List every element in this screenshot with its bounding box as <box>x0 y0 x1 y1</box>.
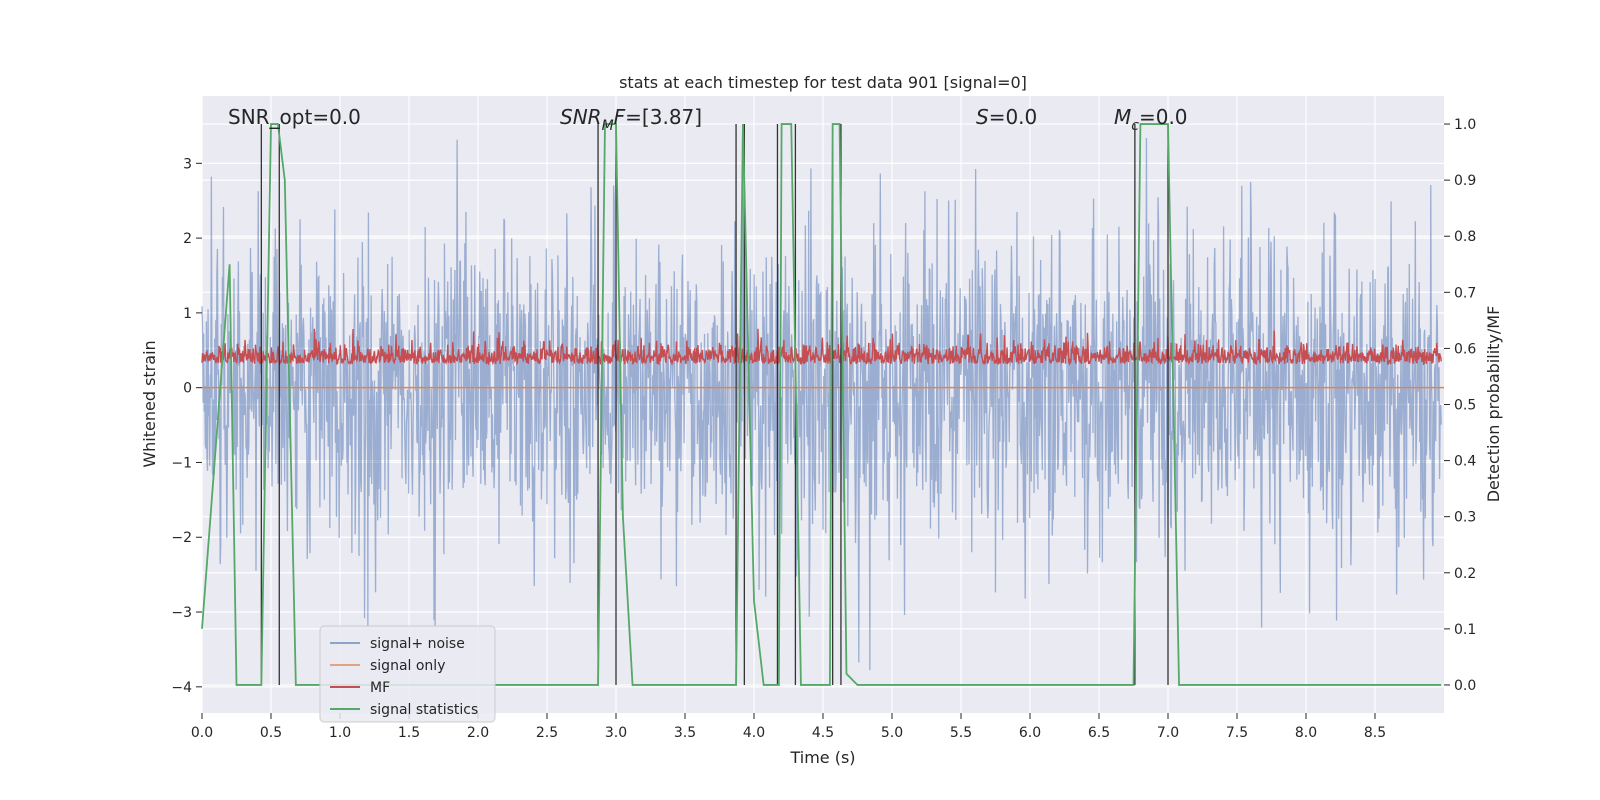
y-tick-label: −2 <box>171 530 192 546</box>
y-tick-label: −3 <box>171 605 192 621</box>
legend-label: MF <box>370 680 390 696</box>
legend-items: signal+ noise signal only MF signal statist… <box>330 636 478 718</box>
annotation-mc-sub: c <box>1131 118 1139 134</box>
x-tick-label: 8.5 <box>1364 725 1386 741</box>
signal-noise-series <box>201 137 1442 671</box>
annotation-mc: Mc=0.0 <box>1114 105 1188 134</box>
x-tick-label: 2.5 <box>536 725 558 741</box>
x-tick-label: 2.0 <box>467 725 489 741</box>
x-tick-label: 1.0 <box>329 725 351 741</box>
y2-tick-label: 0.7 <box>1454 285 1476 301</box>
y-axis-ticks: −4 −3 −2 −1 0 1 2 3 <box>171 156 202 696</box>
annotation-snr-opt: SNR_opt=0.0 <box>228 105 361 129</box>
y2-tick-label: 0.1 <box>1454 622 1476 638</box>
annotation-snr-mf-sub: M <box>602 118 614 134</box>
x-tick-label: 6.5 <box>1088 725 1110 741</box>
signal-statistics-series <box>201 123 1442 686</box>
annotation-s: S=0.0 <box>976 105 1037 129</box>
annotation-s-italic: S <box>976 105 989 129</box>
y-tick-label: 3 <box>183 156 192 172</box>
annotation-s-value: =0.0 <box>989 105 1038 129</box>
annotation-snr-mf-value: =[3.87] <box>625 105 702 129</box>
x-axis-label: Time (s) <box>789 748 855 767</box>
legend: signal+ noise signal only MF signal statist… <box>319 625 496 723</box>
signal-statistics-line <box>201 123 1442 686</box>
annotation-snr-mf: SNRMF=[3.87] <box>560 105 702 134</box>
y2-tick-label: 0.2 <box>1454 566 1476 582</box>
x-tick-label: 7.0 <box>1157 725 1179 741</box>
annotation-mc-base: M <box>1114 105 1131 129</box>
y-tick-label: 1 <box>183 306 192 322</box>
y2-tick-label: 0.9 <box>1454 173 1476 189</box>
mf-line <box>201 328 1442 367</box>
y2-axis-ticks: 0.0 0.1 0.2 0.3 0.4 0.5 0.6 0.7 0.8 0.9 1.0 <box>1444 117 1476 694</box>
legend-label: signal+ noise <box>370 636 465 652</box>
y2-tick-label: 0.5 <box>1454 398 1476 414</box>
x-tick-label: 6.0 <box>1019 725 1041 741</box>
annotation-mc-value: =0.0 <box>1139 105 1188 129</box>
x-tick-label: 5.0 <box>881 725 903 741</box>
y-axis-label: Whitened strain <box>140 340 159 467</box>
legend-label: signal statistics <box>370 702 478 718</box>
y2-tick-label: 0.4 <box>1454 454 1476 470</box>
x-tick-label: 3.0 <box>605 725 627 741</box>
chart-title: stats at each timestep for test data 901… <box>619 73 1027 92</box>
x-tick-label: 1.5 <box>398 725 420 741</box>
legend-box <box>319 625 496 723</box>
y2-tick-label: 1.0 <box>1454 117 1476 133</box>
signal-noise-line <box>201 137 1442 671</box>
x-tick-label: 0.0 <box>191 725 213 741</box>
annotation-snr-mf-base: SNR <box>560 105 602 129</box>
y-tick-label: 2 <box>183 231 192 247</box>
x-tick-label: 8.0 <box>1295 725 1317 741</box>
x-axis-ticks: 0.0 0.5 1.0 1.5 2.0 2.5 3.0 3.5 4.0 4.5 5.0 5.5 6.0 6… <box>191 713 1386 741</box>
y-tick-label: 0 <box>183 381 192 397</box>
x-tick-label: 4.0 <box>743 725 765 741</box>
annotation-snr-mf-italic: F <box>614 105 626 129</box>
y2-tick-label: 0.3 <box>1454 510 1476 526</box>
x-tick-label: 4.5 <box>812 725 834 741</box>
mf-series <box>201 328 1442 367</box>
legend-label: signal only <box>370 658 445 674</box>
x-tick-label: 3.5 <box>674 725 696 741</box>
y2-axis-label: Detection probability/MF <box>1484 306 1503 503</box>
y2-tick-label: 0.6 <box>1454 341 1476 357</box>
y-tick-label: −4 <box>171 680 192 696</box>
x-tick-label: 5.5 <box>950 725 972 741</box>
y2-tick-label: 0.0 <box>1454 678 1476 694</box>
y-tick-label: −1 <box>171 455 192 471</box>
y2-tick-label: 0.8 <box>1454 229 1476 245</box>
x-tick-label: 0.5 <box>260 725 282 741</box>
x-tick-label: 7.5 <box>1226 725 1248 741</box>
